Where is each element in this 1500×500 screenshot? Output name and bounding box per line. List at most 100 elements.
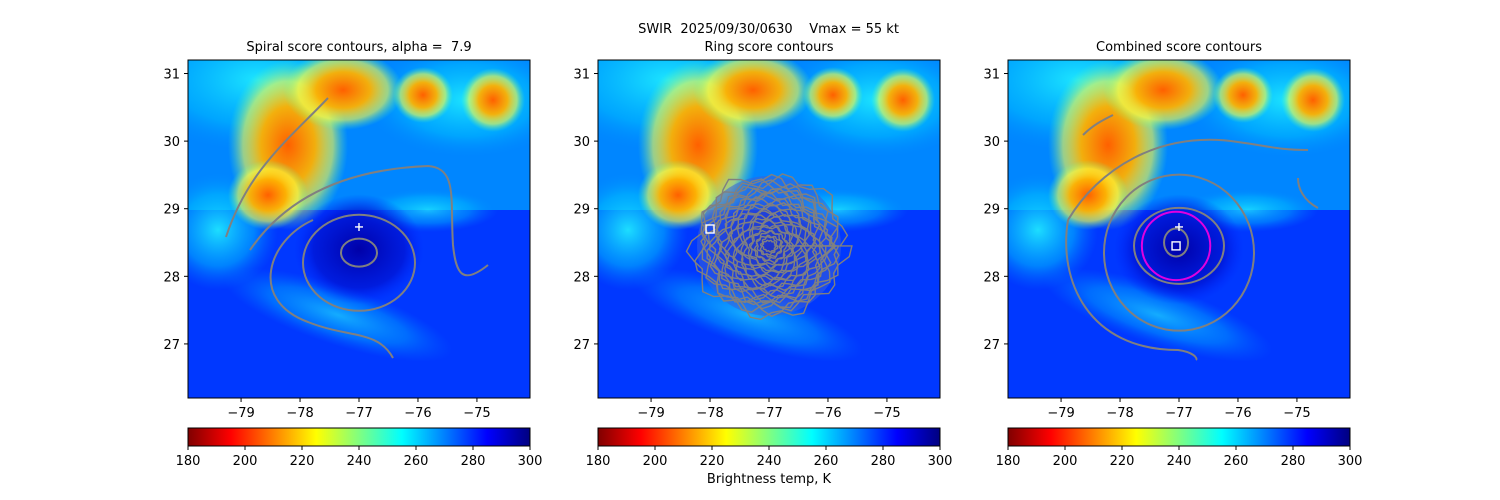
combined-contour-north bbox=[1067, 138, 1309, 221]
panel-1-title: Spiral score contours, alpha = 7.9 bbox=[246, 40, 472, 55]
x-tick-label: −79 bbox=[637, 406, 664, 421]
x-tick-label: −79 bbox=[1047, 406, 1074, 421]
y-tick-label: 31 bbox=[163, 68, 180, 83]
x-tick-label: −78 bbox=[696, 406, 723, 421]
colorbar-tick-label: 260 bbox=[814, 454, 839, 469]
spiral-band-south bbox=[223, 268, 453, 362]
x-tick-label: −78 bbox=[1106, 406, 1133, 421]
x-tick-label: −77 bbox=[755, 406, 782, 421]
y-tick-label: 30 bbox=[163, 135, 180, 150]
colorbar-tick-label: 220 bbox=[290, 454, 315, 469]
x-tick-label: −75 bbox=[873, 406, 900, 421]
y-tick-label: 29 bbox=[163, 203, 180, 218]
y-tick-label: 30 bbox=[573, 135, 590, 150]
center-plus-marker bbox=[355, 222, 363, 231]
cold-cloud-patch-1 bbox=[803, 67, 863, 123]
cold-cloud-patch-1 bbox=[393, 67, 453, 123]
cold-cloud-patch-1 bbox=[1213, 67, 1273, 123]
y-tick-label: 31 bbox=[573, 68, 590, 83]
center-square-marker bbox=[1171, 241, 1181, 251]
spiral-contour-ring bbox=[302, 213, 416, 312]
y-tick-label: 27 bbox=[983, 338, 1000, 353]
center-plus-marker bbox=[1175, 222, 1183, 231]
storm-center-warm-core bbox=[294, 194, 424, 305]
colorbar-tick-label: 240 bbox=[347, 454, 372, 469]
y-tick-label: 28 bbox=[573, 270, 590, 285]
cold-cloud-top bbox=[693, 60, 813, 130]
combined-contour-outer bbox=[1065, 219, 1198, 361]
cold-cloud-patch-2 bbox=[1281, 68, 1345, 132]
colorbar-tick-label: 180 bbox=[996, 454, 1021, 469]
y-tick-label: 30 bbox=[983, 135, 1000, 150]
x-tick-label: −76 bbox=[814, 406, 841, 421]
ring-contour-24 bbox=[700, 173, 839, 321]
y-tick-label: 28 bbox=[163, 270, 180, 285]
panel-3-title: Combined score contours bbox=[1096, 40, 1262, 55]
ring-contour-9 bbox=[736, 212, 805, 278]
x-tick-label: −76 bbox=[1224, 406, 1251, 421]
cold-cloud-patch-2 bbox=[461, 68, 525, 132]
ring-contour-25 bbox=[685, 173, 853, 313]
cold-cloud-top bbox=[1103, 60, 1223, 130]
ring-contour-19 bbox=[706, 187, 836, 301]
panel-2-image bbox=[598, 60, 940, 398]
panel-2-title: Ring score contours bbox=[704, 40, 834, 55]
colorbar-1 bbox=[187, 427, 531, 447]
combined-contour-ring-2 bbox=[1133, 206, 1225, 285]
cold-cloud-lower-west bbox=[1048, 160, 1128, 230]
cold-cloud-lower-west bbox=[228, 160, 308, 230]
y-tick-label: 27 bbox=[163, 338, 180, 353]
y-tick-label: 31 bbox=[983, 68, 1000, 83]
ring-contour-17 bbox=[713, 193, 825, 296]
panel-3-image bbox=[1008, 60, 1350, 398]
colorbar-tick-label: 280 bbox=[1281, 454, 1306, 469]
radius-circle bbox=[1140, 210, 1212, 282]
ring-contour-1 bbox=[759, 235, 780, 256]
colorbar-2 bbox=[597, 427, 941, 447]
colorbar-tick-label: 280 bbox=[871, 454, 896, 469]
spiral-contour-arm bbox=[225, 97, 329, 238]
combined-contour-ring-1 bbox=[1103, 173, 1255, 332]
colorbar-tick-label: 240 bbox=[757, 454, 782, 469]
ring-contour-22 bbox=[701, 178, 838, 318]
spiral-band-south bbox=[1043, 268, 1273, 362]
colorbar-tick-label: 200 bbox=[233, 454, 258, 469]
x-tick-label: −77 bbox=[345, 406, 372, 421]
cold-cloud-lower-west bbox=[638, 160, 718, 230]
ring-contour-21 bbox=[700, 183, 840, 304]
ring-contour-4 bbox=[749, 229, 789, 264]
spiral-contour-outer bbox=[249, 164, 489, 277]
combined-contour-inner bbox=[1163, 227, 1190, 258]
x-tick-label: −75 bbox=[1283, 406, 1310, 421]
colorbar-tick-label: 220 bbox=[1110, 454, 1135, 469]
combined-contour-arm-2 bbox=[1297, 177, 1319, 209]
combined-contour-arm-1 bbox=[1082, 114, 1114, 136]
colorbar-tick-label: 260 bbox=[404, 454, 429, 469]
ring-contour-12 bbox=[727, 207, 811, 287]
y-tick-label: 28 bbox=[983, 270, 1000, 285]
ring-contour-0 bbox=[761, 239, 777, 253]
x-tick-label: −76 bbox=[404, 406, 431, 421]
colorbar-tick-label: 220 bbox=[700, 454, 725, 469]
panel-1-image bbox=[188, 60, 530, 398]
colorbar-tick-label: 300 bbox=[1338, 454, 1363, 469]
colorbar-tick-label: 200 bbox=[1053, 454, 1078, 469]
x-tick-label: −77 bbox=[1165, 406, 1192, 421]
colorbar-tick-label: 240 bbox=[1167, 454, 1192, 469]
colorbar-tick-label: 300 bbox=[518, 454, 543, 469]
ring-contour-20 bbox=[708, 185, 833, 309]
x-tick-label: −78 bbox=[286, 406, 313, 421]
y-tick-label: 29 bbox=[573, 203, 590, 218]
colorbar-tick-label: 180 bbox=[586, 454, 611, 469]
colorbar-tick-label: 260 bbox=[1224, 454, 1249, 469]
colorbar-3 bbox=[1007, 427, 1351, 447]
spiral-contour-south bbox=[269, 219, 394, 359]
figure-title: SWIR 2025/09/30/0630 Vmax = 55 kt bbox=[638, 22, 899, 37]
y-tick-label: 27 bbox=[573, 338, 590, 353]
y-tick-label: 29 bbox=[983, 203, 1000, 218]
cold-cloud-top bbox=[283, 60, 403, 130]
spiral-band-south bbox=[633, 268, 863, 362]
x-tick-label: −79 bbox=[227, 406, 254, 421]
x-tick-label: −75 bbox=[463, 406, 490, 421]
